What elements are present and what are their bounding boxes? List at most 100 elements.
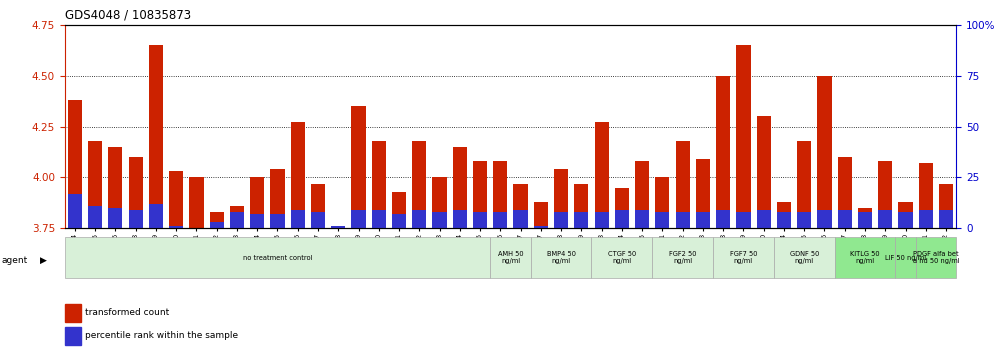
Bar <box>432 212 446 228</box>
Bar <box>757 210 771 228</box>
Bar <box>412 141 426 228</box>
Bar <box>757 116 771 228</box>
Text: percentile rank within the sample: percentile rank within the sample <box>86 331 238 341</box>
Bar <box>331 226 346 228</box>
Bar <box>148 204 163 228</box>
Bar <box>432 177 446 228</box>
Text: AMH 50
ng/ml: AMH 50 ng/ml <box>498 251 523 264</box>
Bar <box>797 141 812 228</box>
Bar <box>68 194 82 228</box>
Bar <box>898 212 912 228</box>
Bar <box>777 212 791 228</box>
Bar <box>575 183 589 228</box>
Text: no treatment control: no treatment control <box>243 255 312 261</box>
Bar <box>939 183 953 228</box>
Text: FGF2 50
ng/ml: FGF2 50 ng/ml <box>669 251 696 264</box>
Bar <box>838 157 852 228</box>
Bar <box>797 212 812 228</box>
Bar <box>736 45 751 228</box>
Bar <box>453 210 467 228</box>
Bar <box>858 212 872 228</box>
Bar <box>65 237 490 278</box>
Text: PDGF alfa bet
a hd 50 ng/ml: PDGF alfa bet a hd 50 ng/ml <box>912 251 959 264</box>
Bar <box>595 122 609 228</box>
Text: KITLG 50
ng/ml: KITLG 50 ng/ml <box>851 251 879 264</box>
Bar <box>696 212 710 228</box>
Bar <box>818 76 832 228</box>
Bar <box>128 210 142 228</box>
Bar <box>534 202 548 228</box>
Bar <box>918 210 933 228</box>
Bar <box>311 212 325 228</box>
Bar <box>65 304 81 321</box>
Bar <box>774 237 835 278</box>
Bar <box>838 210 852 228</box>
Bar <box>392 192 406 228</box>
Bar <box>128 157 142 228</box>
Bar <box>473 212 487 228</box>
Bar <box>109 208 123 228</box>
Bar <box>311 183 325 228</box>
Bar <box>352 210 366 228</box>
Bar <box>88 206 103 228</box>
Bar <box>675 141 690 228</box>
Bar <box>635 210 649 228</box>
Bar <box>777 202 791 228</box>
Bar <box>716 76 730 228</box>
Bar <box>68 100 82 228</box>
Text: CTGF 50
ng/ml: CTGF 50 ng/ml <box>608 251 636 264</box>
Bar <box>514 210 528 228</box>
Bar <box>148 45 163 228</box>
Bar <box>169 226 183 228</box>
Bar <box>514 183 528 228</box>
Bar <box>493 161 507 228</box>
Text: LIF 50 ng/ml: LIF 50 ng/ml <box>885 255 926 261</box>
Bar <box>372 210 385 228</box>
Bar <box>230 206 244 228</box>
Text: GDNF 50
ng/ml: GDNF 50 ng/ml <box>790 251 819 264</box>
Bar <box>291 122 305 228</box>
Bar <box>655 212 669 228</box>
Bar <box>713 237 774 278</box>
Text: transformed count: transformed count <box>86 308 169 318</box>
Bar <box>835 237 895 278</box>
Bar <box>696 159 710 228</box>
Text: agent: agent <box>2 256 28 265</box>
Bar <box>595 212 609 228</box>
Bar <box>615 188 628 228</box>
Bar <box>818 210 832 228</box>
Bar <box>918 163 933 228</box>
Text: FGF7 50
ng/ml: FGF7 50 ng/ml <box>730 251 757 264</box>
Bar <box>270 214 285 228</box>
Bar <box>169 171 183 228</box>
Text: BMP4 50
ng/ml: BMP4 50 ng/ml <box>547 251 576 264</box>
Bar <box>652 237 713 278</box>
Bar <box>575 212 589 228</box>
Bar <box>270 169 285 228</box>
Bar <box>534 226 548 228</box>
Bar <box>453 147 467 228</box>
Bar <box>490 237 531 278</box>
Bar <box>372 141 385 228</box>
Bar <box>189 177 203 228</box>
Text: GDS4048 / 10835873: GDS4048 / 10835873 <box>65 9 191 22</box>
Bar <box>615 210 628 228</box>
Bar <box>209 222 224 228</box>
Bar <box>878 161 892 228</box>
Bar <box>392 214 406 228</box>
Bar <box>554 169 568 228</box>
Bar <box>716 210 730 228</box>
Bar <box>898 202 912 228</box>
Bar <box>412 210 426 228</box>
Text: ▶: ▶ <box>40 256 47 265</box>
Bar <box>655 177 669 228</box>
Bar <box>250 214 264 228</box>
Bar <box>858 208 872 228</box>
Bar <box>209 212 224 228</box>
Bar <box>592 237 652 278</box>
Bar <box>736 212 751 228</box>
Bar <box>531 237 592 278</box>
Bar <box>554 212 568 228</box>
Bar <box>915 237 956 278</box>
Bar <box>473 161 487 228</box>
